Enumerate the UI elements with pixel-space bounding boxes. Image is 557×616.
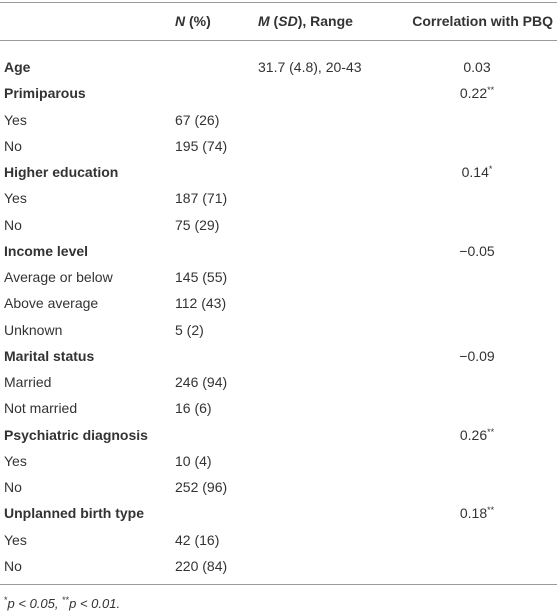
group-label: Psychiatric diagnosis [4,426,148,443]
footnote-text: < 0.01. [76,596,121,611]
header-text: (%) [185,13,211,29]
corr-value: 0.18 [459,505,488,522]
header-italic: SD [278,13,298,29]
bottom-rule [0,584,557,585]
header-rule [0,40,557,41]
significance: * [488,164,493,175]
header-cell: Correlation with PBQ [412,12,553,30]
n-cell: 5 (2) [175,321,204,338]
n-cell: 145 (55) [175,269,228,286]
row-label: Unknown [4,321,63,338]
corr-cell: 0.22** [460,84,494,102]
corr-cell: 0.14* [462,163,493,181]
group-label: Primiparous [4,85,86,102]
n-cell: 220 (84) [175,557,228,574]
n-cell: 112 (43) [175,295,227,312]
corr-value: 0.03 [463,59,491,75]
row-label: Yes [4,452,27,469]
n-cell: 67 (26) [175,111,220,128]
corr-cell: −0.09 [459,347,494,365]
footnote-mark: * [4,595,8,605]
top-rule [0,2,557,3]
row-label: Not married [4,400,78,417]
header-text: ), Range [297,13,353,29]
header-text: Correlation with PBQ [412,13,553,29]
group-label: Age [4,59,31,75]
corr-value: 0.22 [459,85,488,102]
corr-cell: 0.26** [460,426,494,444]
n-cell: 10 (4) [175,452,212,469]
n-cell: 252 (96) [175,479,228,496]
row-label: No [4,216,22,233]
header-cell: M (SD), Range [258,12,353,30]
n-cell: 195 (74) [175,137,228,154]
group-label: Higher education [4,164,119,181]
n-cell: 42 (16) [175,531,220,548]
header-italic: N [175,13,186,29]
header-italic: M [258,13,270,29]
group-label: Income level [4,242,89,259]
footnote-mark: ** [62,595,70,605]
row-label: No [4,479,22,496]
n-cell: 75 (29) [175,216,220,233]
footnote: *p < 0.05, **p < 0.01. [4,595,121,612]
corr-value: −0.09 [459,347,495,364]
footnote-italic: p [69,596,77,611]
significance: ** [487,505,495,516]
row-label: Yes [4,111,27,128]
row-label: Yes [4,190,27,207]
corr-value: −0.05 [459,242,495,259]
n-cell: 187 (71) [175,190,228,207]
n-cell: 246 (94) [175,374,228,391]
corr-cell: −0.05 [459,242,494,260]
group-label: Marital status [4,347,95,364]
row-label: Yes [4,531,27,548]
row-label: Average or below [4,269,113,286]
corr-value: 0.26 [459,426,488,443]
header-text: ( [269,13,279,29]
significance: ** [487,85,495,96]
header-cell: N (%) [175,12,211,30]
stats-cell: 31.7 (4.8), 20-43 [258,59,362,75]
group-label: Unplanned birth type [4,505,144,522]
n-cell: 16 (6) [175,400,212,417]
row-label: No [4,137,22,154]
footnote-text: < 0.05, [14,596,63,611]
corr-value: 0.14 [461,164,489,181]
significance: ** [487,426,495,437]
corr-cell: 0.03 [463,58,490,76]
footnote-italic: p [7,596,15,611]
row-label: Married [4,374,52,391]
row-label: No [4,557,22,574]
corr-cell: 0.18** [460,504,494,522]
row-label: Above average [4,295,99,312]
